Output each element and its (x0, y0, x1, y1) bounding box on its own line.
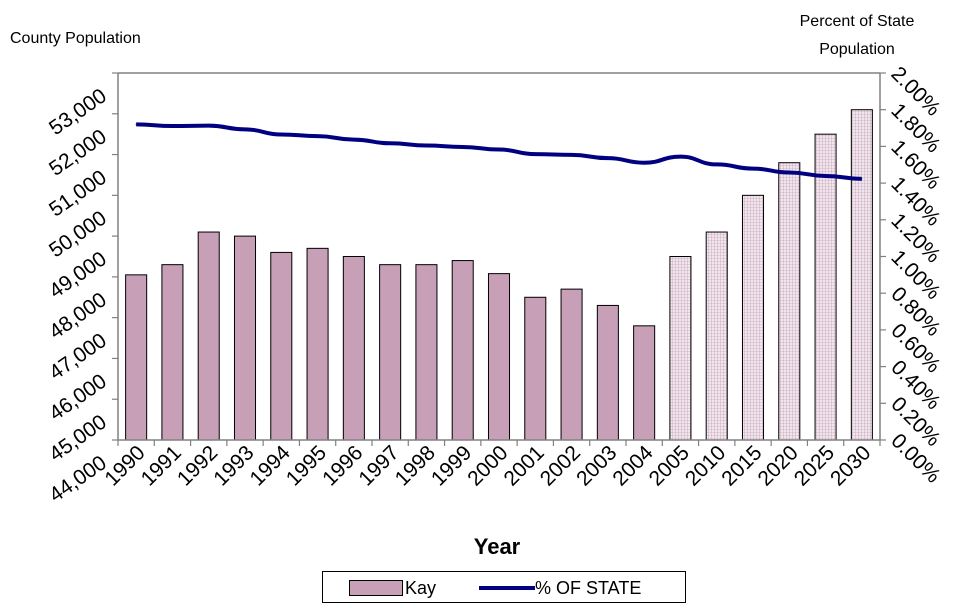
line-point-1999 (462, 146, 464, 148)
x-tick-label: 2025 (790, 441, 839, 490)
line-point-2020 (788, 171, 790, 173)
x-tick-label: 1992 (173, 441, 222, 490)
line-point-2030 (861, 178, 863, 180)
left-axis-title: County Population (10, 30, 141, 47)
bar-1998 (415, 264, 438, 441)
x-tick-label: 1999 (427, 441, 476, 490)
line-point-1995 (317, 135, 319, 137)
line-series (135, 122, 863, 181)
line-point-2005 (679, 156, 681, 158)
axes (112, 72, 886, 446)
line-point-1997 (389, 142, 391, 144)
line-point-1990 (135, 123, 137, 125)
x-tick-label: 2015 (717, 441, 766, 490)
bar-2020 (778, 162, 801, 441)
x-tick-label: 2003 (572, 441, 621, 490)
bar-2030 (850, 109, 873, 441)
line-point-1998 (425, 144, 427, 146)
line-point-2003 (607, 157, 609, 159)
legend: Kay % OF STATE (322, 571, 686, 603)
bar-2015 (741, 194, 765, 441)
bar-1999 (451, 260, 474, 441)
line-point-1991 (171, 125, 173, 127)
bar-series (125, 109, 873, 441)
x-tick-label: 2010 (681, 441, 730, 490)
x-tick-label: 1995 (282, 441, 331, 490)
bar-2002 (560, 288, 583, 441)
bar-1997 (379, 264, 402, 441)
line-point-2001 (534, 153, 536, 155)
x-tick-label: 2005 (645, 441, 694, 490)
x-tick-label: 1991 (137, 441, 186, 490)
line-point-1996 (353, 139, 355, 141)
percent-of-state-line (136, 122, 862, 181)
line-point-2010 (716, 163, 718, 165)
line-point-1993 (244, 128, 246, 130)
bar-2003 (596, 304, 619, 441)
line-point-2015 (752, 168, 754, 170)
x-tick-label: 1997 (354, 441, 403, 490)
line-point-2004 (643, 162, 645, 164)
x-tick-label: 2000 (463, 441, 512, 490)
bar-1994 (270, 251, 293, 441)
bar-2000 (487, 273, 511, 441)
x-tick-label: 2020 (754, 441, 803, 490)
bar-1993 (233, 235, 257, 441)
x-tick-label: 2030 (826, 441, 875, 490)
x-tick-label: 2004 (608, 441, 658, 491)
line-point-1992 (208, 125, 210, 127)
bar-2005 (669, 256, 692, 441)
x-tick-label: 1998 (391, 441, 440, 490)
line-point-1994 (280, 133, 282, 135)
bar-2004 (633, 325, 656, 441)
line-point-2002 (571, 154, 573, 156)
legend-line-swatch (479, 586, 535, 590)
line-point-2000 (498, 149, 500, 151)
x-tick-label: 2002 (536, 441, 585, 490)
bar-1991 (161, 264, 184, 441)
legend-line-label: % OF STATE (535, 578, 642, 598)
bar-2001 (524, 296, 547, 441)
x-tick-label: 2001 (500, 441, 549, 490)
bar-2010 (705, 231, 728, 441)
x-tick-label: 1990 (100, 441, 149, 490)
legend-bar-swatch (349, 580, 403, 596)
x-tick-label: 1996 (318, 441, 367, 490)
right-axis-title: Percent of State Population (777, 8, 937, 64)
bar-2025 (814, 133, 837, 441)
right-axis-title-line1: Percent of State (799, 13, 915, 30)
bar-1990 (125, 274, 148, 441)
line-point-2025 (825, 175, 827, 177)
x-tick-label: 1993 (209, 441, 258, 490)
legend-bar-label: Kay (405, 578, 437, 598)
x-axis-title: Year (474, 534, 521, 559)
x-tick-label: 1994 (246, 441, 296, 491)
bar-1992 (197, 231, 220, 441)
right-axis-title-line2: Population (819, 41, 895, 58)
bar-1996 (342, 256, 365, 441)
bar-1995 (306, 247, 329, 441)
